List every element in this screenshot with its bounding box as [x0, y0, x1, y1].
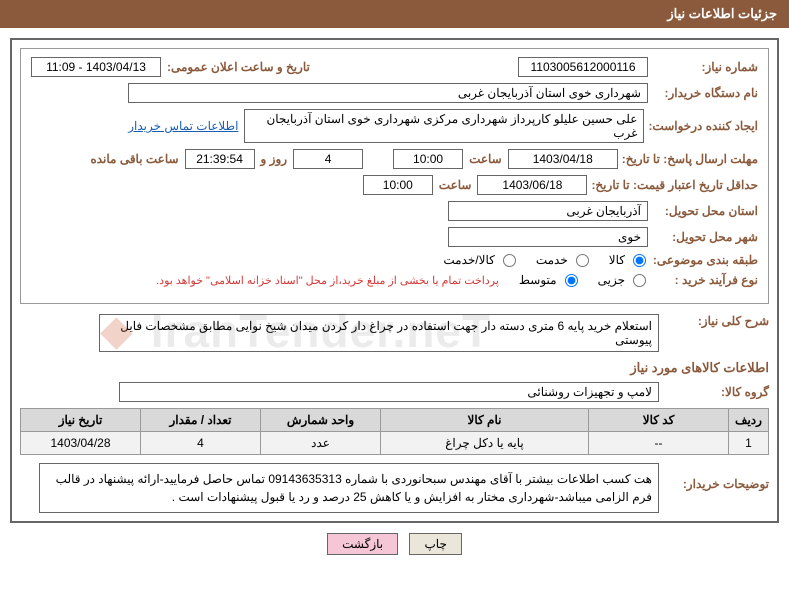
- cell-qty: 4: [141, 432, 261, 455]
- label-requester: ایجاد کننده درخواست:: [644, 119, 758, 133]
- row-requester: ایجاد کننده درخواست: علی حسین علیلو کارپ…: [31, 109, 758, 143]
- label-response-deadline: مهلت ارسال پاسخ: تا تاریخ:: [618, 152, 758, 166]
- radio-goods[interactable]: [633, 254, 646, 267]
- radio-group-process: جزیی متوسط: [505, 273, 648, 287]
- field-province: آذربایجان غربی: [448, 201, 648, 221]
- radio-service[interactable]: [576, 254, 589, 267]
- print-button[interactable]: چاپ: [409, 533, 461, 555]
- table-header-row: ردیف کد کالا نام کالا واحد شمارش تعداد /…: [21, 409, 769, 432]
- radio-medium[interactable]: [565, 274, 578, 287]
- label-need-no: شماره نیاز:: [648, 60, 758, 74]
- row-overall-desc: شرح کلی نیاز: استعلام خرید پایه 6 متری د…: [20, 314, 769, 352]
- field-buyer-org: شهرداری خوی استان آذربایجان غربی: [128, 83, 648, 103]
- goods-table: ردیف کد کالا نام کالا واحد شمارش تعداد /…: [20, 408, 769, 455]
- label-province: استان محل تحویل:: [648, 204, 758, 218]
- cell-idx: 1: [729, 432, 769, 455]
- row-need-number: شماره نیاز: 1103005612000116 تاریخ و ساع…: [31, 57, 758, 77]
- th-unit: واحد شمارش: [261, 409, 381, 432]
- row-province: استان محل تحویل: آذربایجان غربی: [31, 201, 758, 221]
- label-remaining: ساعت باقی مانده: [84, 152, 184, 166]
- footer-buttons: چاپ بازگشت: [0, 533, 789, 555]
- field-buyer-notes: هت کسب اطلاعات بیشتر با آقای مهندس سبحان…: [39, 463, 659, 513]
- page-title: جزئیات اطلاعات نیاز: [667, 6, 777, 21]
- radio-goods-label: کالا: [595, 253, 625, 267]
- goods-info-heading: اطلاعات کالاهای مورد نیاز: [20, 360, 769, 376]
- label-buyer-org: نام دستگاه خریدار:: [648, 86, 758, 100]
- field-price-valid-date: 1403/06/18: [477, 175, 587, 195]
- label-price-validity: حداقل تاریخ اعتبار قیمت: تا تاریخ:: [587, 178, 758, 192]
- radio-partial[interactable]: [633, 274, 646, 287]
- row-subject-class: طبقه بندی موضوعی: کالا خدمت کالا/خدمت: [31, 253, 758, 267]
- back-button[interactable]: بازگشت: [327, 533, 398, 555]
- field-response-date: 1403/04/18: [508, 149, 618, 169]
- cell-name: پایه یا دکل چراغ: [381, 432, 589, 455]
- row-buyer-notes: توضیحات خریدار: هت کسب اطلاعات بیشتر با …: [20, 463, 769, 513]
- field-requester: علی حسین علیلو کارپرداز شهرداری مرکزی شه…: [244, 109, 644, 143]
- field-announce-dt: 1403/04/13 - 11:09: [31, 57, 161, 77]
- cell-code: --: [589, 432, 729, 455]
- label-subject-class: طبقه بندی موضوعی:: [648, 253, 758, 267]
- radio-service-label: خدمت: [522, 253, 568, 267]
- radio-both[interactable]: [503, 254, 516, 267]
- label-hour-1: ساعت: [463, 152, 508, 166]
- field-city: خوی: [448, 227, 648, 247]
- label-city: شهر محل تحویل:: [648, 230, 758, 244]
- row-goods-group: گروه کالا: لامپ و تجهیزات روشنائی: [20, 382, 769, 402]
- label-announce-dt: تاریخ و ساعت اعلان عمومی:: [161, 60, 316, 74]
- row-buy-process: نوع فرآیند خرید : جزیی متوسط پرداخت تمام…: [31, 273, 758, 287]
- row-price-validity: حداقل تاریخ اعتبار قیمت: تا تاریخ: 1403/…: [31, 175, 758, 195]
- field-need-no: 1103005612000116: [518, 57, 648, 77]
- field-overall-desc: استعلام خرید پایه 6 متری دسته دار جهت اس…: [99, 314, 659, 352]
- radio-partial-label: جزیی: [584, 273, 625, 287]
- row-city: شهر محل تحویل: خوی: [31, 227, 758, 247]
- label-days-and: روز و: [255, 152, 294, 166]
- th-idx: ردیف: [729, 409, 769, 432]
- buyer-contact-link[interactable]: اطلاعات تماس خریدار: [128, 119, 244, 133]
- label-buy-process: نوع فرآیند خرید :: [648, 273, 758, 287]
- field-goods-group: لامپ و تجهیزات روشنائی: [119, 382, 659, 402]
- th-name: نام کالا: [381, 409, 589, 432]
- label-buyer-notes: توضیحات خریدار:: [659, 463, 769, 491]
- table-row: 1 -- پایه یا دکل چراغ عدد 4 1403/04/28: [21, 432, 769, 455]
- th-code: کد کالا: [589, 409, 729, 432]
- label-goods-group: گروه کالا:: [659, 385, 769, 399]
- field-remain-time: 21:39:54: [185, 149, 255, 169]
- radio-medium-label: متوسط: [505, 273, 557, 287]
- upper-panel: ◆ IranTender.neT شماره نیاز: 11030056120…: [20, 48, 769, 304]
- th-date: تاریخ نیاز: [21, 409, 141, 432]
- field-response-time: 10:00: [393, 149, 463, 169]
- main-frame: ◆ IranTender.neT شماره نیاز: 11030056120…: [10, 38, 779, 523]
- label-overall-desc: شرح کلی نیاز:: [659, 314, 769, 328]
- radio-both-label: کالا/خدمت: [429, 253, 494, 267]
- cell-date: 1403/04/28: [21, 432, 141, 455]
- payment-note: پرداخت تمام یا بخشی از مبلغ خرید،از محل …: [156, 274, 505, 287]
- th-qty: تعداد / مقدار: [141, 409, 261, 432]
- field-remain-days: 4: [293, 149, 363, 169]
- cell-unit: عدد: [261, 432, 381, 455]
- radio-group-class: کالا خدمت کالا/خدمت: [429, 253, 648, 267]
- page-header: جزئیات اطلاعات نیاز: [0, 0, 789, 28]
- row-buyer-org: نام دستگاه خریدار: شهرداری خوی استان آذر…: [31, 83, 758, 103]
- field-price-valid-time: 10:00: [363, 175, 433, 195]
- label-hour-2: ساعت: [433, 178, 478, 192]
- row-response-deadline: مهلت ارسال پاسخ: تا تاریخ: 1403/04/18 سا…: [31, 149, 758, 169]
